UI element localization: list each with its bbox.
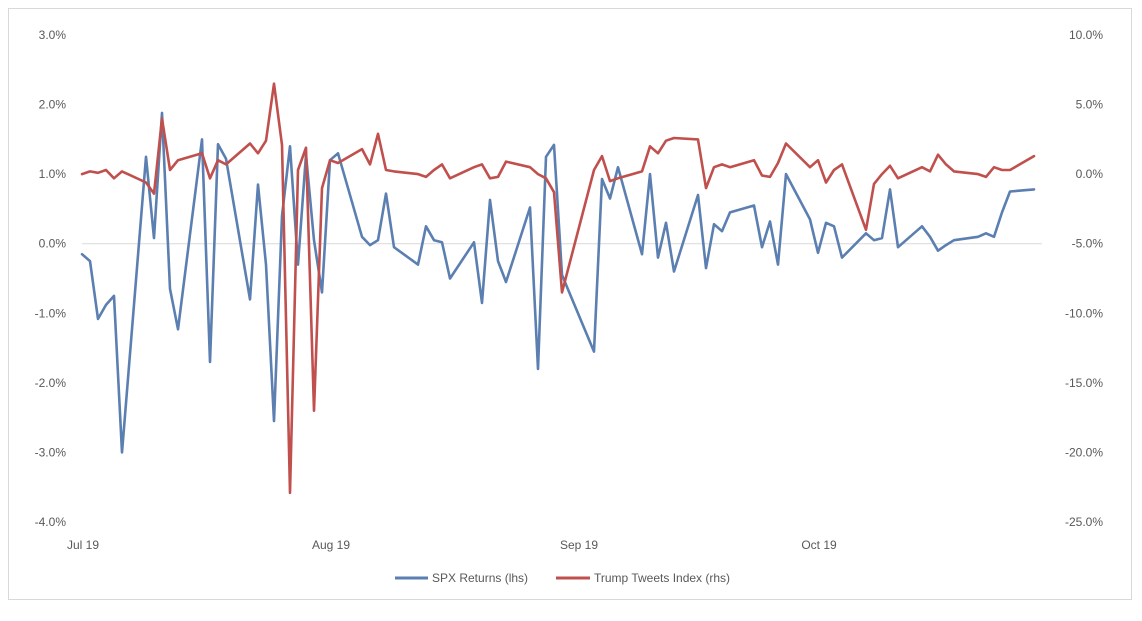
right-tick-label: -5.0% (1072, 237, 1104, 251)
x-tick-label: Jul 19 (67, 538, 99, 552)
right-tick-label: -25.0% (1065, 515, 1103, 529)
left-tick-label: 3.0% (39, 28, 67, 42)
right-tick-label: 10.0% (1069, 28, 1103, 42)
series-line-tweets (80, 82, 1036, 495)
right-tick-label: -20.0% (1065, 445, 1103, 459)
left-tick-label: 2.0% (39, 98, 67, 112)
x-tick-label: Sep 19 (560, 538, 598, 552)
x-tick-label: Oct 19 (801, 538, 837, 552)
right-tick-label: 5.0% (1076, 98, 1104, 112)
right-tick-label: 0.0% (1076, 167, 1104, 181)
series-layer (80, 82, 1036, 495)
legend-label-spx: SPX Returns (lhs) (432, 571, 528, 585)
legend: SPX Returns (lhs) Trump Tweets Index (rh… (395, 571, 730, 585)
left-tick-label: -4.0% (35, 515, 67, 529)
legend-label-tweets: Trump Tweets Index (rhs) (594, 571, 730, 585)
x-tick-label: Aug 19 (312, 538, 350, 552)
right-tick-label: -15.0% (1065, 376, 1103, 390)
chart-frame (8, 8, 1132, 600)
left-axis-ticks: 3.0% 2.0% 1.0% 0.0% -1.0% -2.0% -3.0% -4.0% (35, 28, 67, 529)
left-tick-label: 1.0% (39, 167, 67, 181)
left-tick-label: -2.0% (35, 376, 67, 390)
right-tick-label: -10.0% (1065, 306, 1103, 320)
series-line-spx (80, 111, 1036, 454)
left-tick-label: -3.0% (35, 445, 67, 459)
right-axis-ticks: 10.0% 5.0% 0.0% -5.0% -10.0% -15.0% -20.0% -25.… (1065, 28, 1103, 529)
left-tick-label: 0.0% (39, 237, 67, 251)
left-tick-label: -1.0% (35, 306, 67, 320)
x-axis-ticks: Jul 19 Aug 19 Sep 19 Oct 19 (67, 538, 837, 552)
